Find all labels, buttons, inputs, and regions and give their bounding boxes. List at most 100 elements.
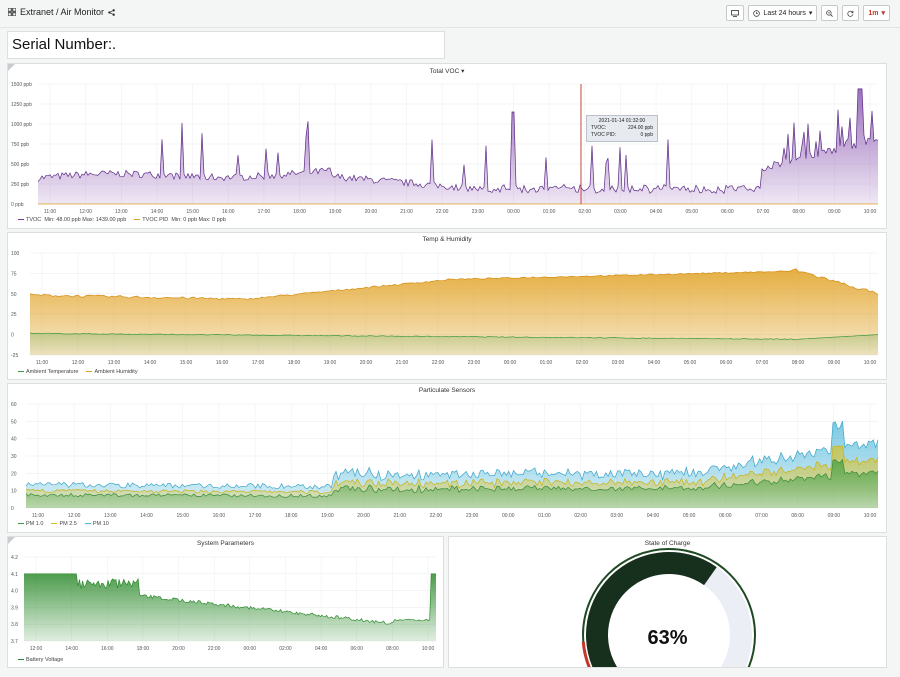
refresh-button[interactable] — [842, 5, 860, 21]
x-tick-label: 01:00 — [538, 513, 551, 519]
temp-humidity-chart[interactable]: 100 75 50 25 0 -25 11:00 12:00 13:00 14:00 15:00 16… — [8, 245, 886, 371]
x-tick-label: 04:00 — [315, 646, 328, 652]
y-tick-label: 4.2 — [11, 555, 18, 561]
x-tick-label: 13:00 — [104, 513, 117, 519]
y-tick-label: 20 — [11, 471, 17, 477]
x-tick-label: 06:00 — [350, 646, 363, 652]
x-tick-label: 02:00 — [574, 513, 587, 519]
pm1-line — [25, 458, 879, 498]
tooltip-value: 224.00 ppb — [627, 125, 653, 131]
x-tick-label: 01:00 — [540, 360, 553, 366]
panel-corner[interactable] — [8, 64, 15, 71]
particulate-chart[interactable]: 60 50 40 30 20 10 0 11:00 12:00 13:00 14:00 15:00 16… — [8, 396, 886, 524]
tooltip-value: 0 ppb — [640, 132, 653, 138]
x-tick-label: 22:00 — [208, 646, 221, 652]
refresh-interval-picker[interactable]: 1m ▾ — [863, 5, 890, 21]
panel-title[interactable]: System Parameters — [196, 540, 255, 547]
serial-number-label: Serial Number:. — [12, 36, 117, 53]
gauge-threshold-red — [581, 641, 591, 667]
y-tick-label: 0 — [11, 506, 14, 512]
y-tick-label: 50 — [11, 292, 17, 298]
x-tick-label: 00:00 — [244, 646, 257, 652]
y-tick-label: 750 ppb — [11, 142, 29, 148]
pm10-line — [25, 420, 879, 490]
x-tick-label: 02:00 — [579, 209, 592, 215]
y-tick-label: 10 — [11, 489, 17, 495]
x-tick-label: 18:00 — [137, 646, 150, 652]
serial-number-panel: Serial Number:. — [7, 31, 445, 59]
y-tick-label: 500 ppb — [11, 162, 29, 168]
legend-item-pm25[interactable]: PM 2.5 — [51, 521, 77, 527]
x-tick-label: 16:00 — [222, 209, 235, 215]
x-tick-label: 09:00 — [828, 513, 841, 519]
x-tick-label: 16:00 — [216, 360, 229, 366]
x-tick-label: 12:00 — [79, 209, 92, 215]
x-tick-label: 21:00 — [400, 209, 413, 215]
x-tick-label: 14:00 — [144, 360, 157, 366]
share-icon[interactable] — [108, 8, 115, 16]
tvoc-line — [37, 88, 879, 195]
system-legend: Battery Voltage — [18, 657, 63, 663]
temp-humidity-panel: Temp & Humidity 100 75 50 25 0 -25 11:00 12:00 1… — [7, 232, 887, 380]
state-of-charge-panel: State of Charge 63% — [448, 536, 887, 668]
x-tick-label: 03:00 — [614, 209, 627, 215]
panel-title[interactable]: State of Charge — [644, 540, 691, 547]
panel-title[interactable]: Temp & Humidity — [422, 236, 472, 243]
x-tick-label: 16:00 — [213, 513, 226, 519]
x-tick-label: 00:00 — [507, 209, 520, 215]
x-tick-label: 13:00 — [108, 360, 121, 366]
legend-item-tvoc-pid[interactable]: TVOC PID Min: 0 ppb Max: 0 ppb — [134, 217, 226, 223]
x-tick-label: 08:00 — [791, 513, 804, 519]
chevron-down-icon: ▾ — [808, 10, 813, 17]
system-parameters-chart[interactable]: 4.2 4.1 4.0 3.9 3.8 3.7 12:00 14:00 16:00 18:00 20… — [8, 549, 444, 659]
time-range-picker[interactable]: Last 24 hours ▾ — [748, 5, 818, 21]
panel-title[interactable]: Total VOC ▾ — [429, 68, 465, 75]
breadcrumb-text[interactable]: Extranet / Air Monitor — [20, 7, 105, 17]
x-tick-label: 19:00 — [329, 209, 342, 215]
legend-item-temperature[interactable]: Ambient Temperature — [18, 369, 78, 375]
legend-item-pm10[interactable]: PM 10 — [84, 521, 109, 527]
y-tick-label: 25 — [11, 312, 17, 318]
legend-item-tvoc[interactable]: TVOC Min: 48.00 ppb Max: 1439.00 ppb — [18, 217, 126, 223]
pm25-line — [25, 445, 879, 494]
particulate-panel: Particulate Sensors 60 50 40 30 20 10 0 11:00 12… — [7, 383, 887, 533]
system-parameters-panel: System Parameters 4.2 4.1 4.0 3.9 3.8 3.7 12:0… — [7, 536, 444, 668]
x-tick-label: 17:00 — [258, 209, 271, 215]
tvoc-chart[interactable]: 1500 ppb 1250 ppb 1000 ppb 750 ppb 500 ppb 25… — [8, 76, 886, 216]
tvoc-legend: TVOC Min: 48.00 ppb Max: 1439.00 ppb TVO… — [18, 217, 226, 223]
x-tick-label: 12:00 — [72, 360, 85, 366]
tvoc-area — [38, 88, 878, 204]
panel-corner[interactable] — [8, 537, 15, 544]
x-tick-label: 11:00 — [32, 513, 44, 519]
x-tick-label: 02:00 — [279, 646, 292, 652]
panel-title[interactable]: Particulate Sensors — [418, 387, 476, 394]
x-tick-label: 01:00 — [543, 209, 556, 215]
breadcrumb[interactable]: Extranet / Air Monitor — [8, 7, 115, 17]
x-tick-label: 21:00 — [396, 360, 409, 366]
legend-item-battery-voltage[interactable]: Battery Voltage — [18, 657, 63, 663]
x-tick-label: 04:00 — [647, 513, 660, 519]
total-voc-panel: Total VOC ▾ 1500 ppb 1250 ppb 1000 ppb 750 … — [7, 63, 887, 229]
x-tick-label: 18:00 — [285, 513, 298, 519]
x-tick-label: 22:00 — [430, 513, 443, 519]
x-tick-label: 12:00 — [68, 513, 81, 519]
legend-item-humidity[interactable]: Ambient Humidity — [86, 369, 138, 375]
particulate-legend: PM 1.0 PM 2.5 PM 10 — [18, 521, 109, 527]
zoom-out-icon — [826, 9, 834, 17]
time-range-label: Last 24 hours — [763, 9, 806, 17]
pm1-area — [26, 459, 878, 508]
y-tick-label: 3.9 — [11, 605, 18, 611]
zoom-out-button[interactable] — [821, 5, 839, 21]
x-tick-label: 20:00 — [172, 646, 185, 652]
y-tick-label: 75 — [11, 271, 17, 277]
legend-item-pm1[interactable]: PM 1.0 — [18, 521, 43, 527]
x-tick-label: 06:00 — [719, 513, 732, 519]
y-tick-label: 40 — [11, 437, 17, 443]
charge-value: 63% — [647, 627, 688, 649]
x-tick-label: 07:00 — [756, 360, 769, 366]
y-tick-label: 0 — [11, 333, 14, 339]
x-tick-label: 22:00 — [432, 360, 445, 366]
x-tick-label: 23:00 — [468, 360, 481, 366]
tv-mode-button[interactable] — [726, 5, 745, 21]
x-tick-label: 08:00 — [792, 209, 805, 215]
